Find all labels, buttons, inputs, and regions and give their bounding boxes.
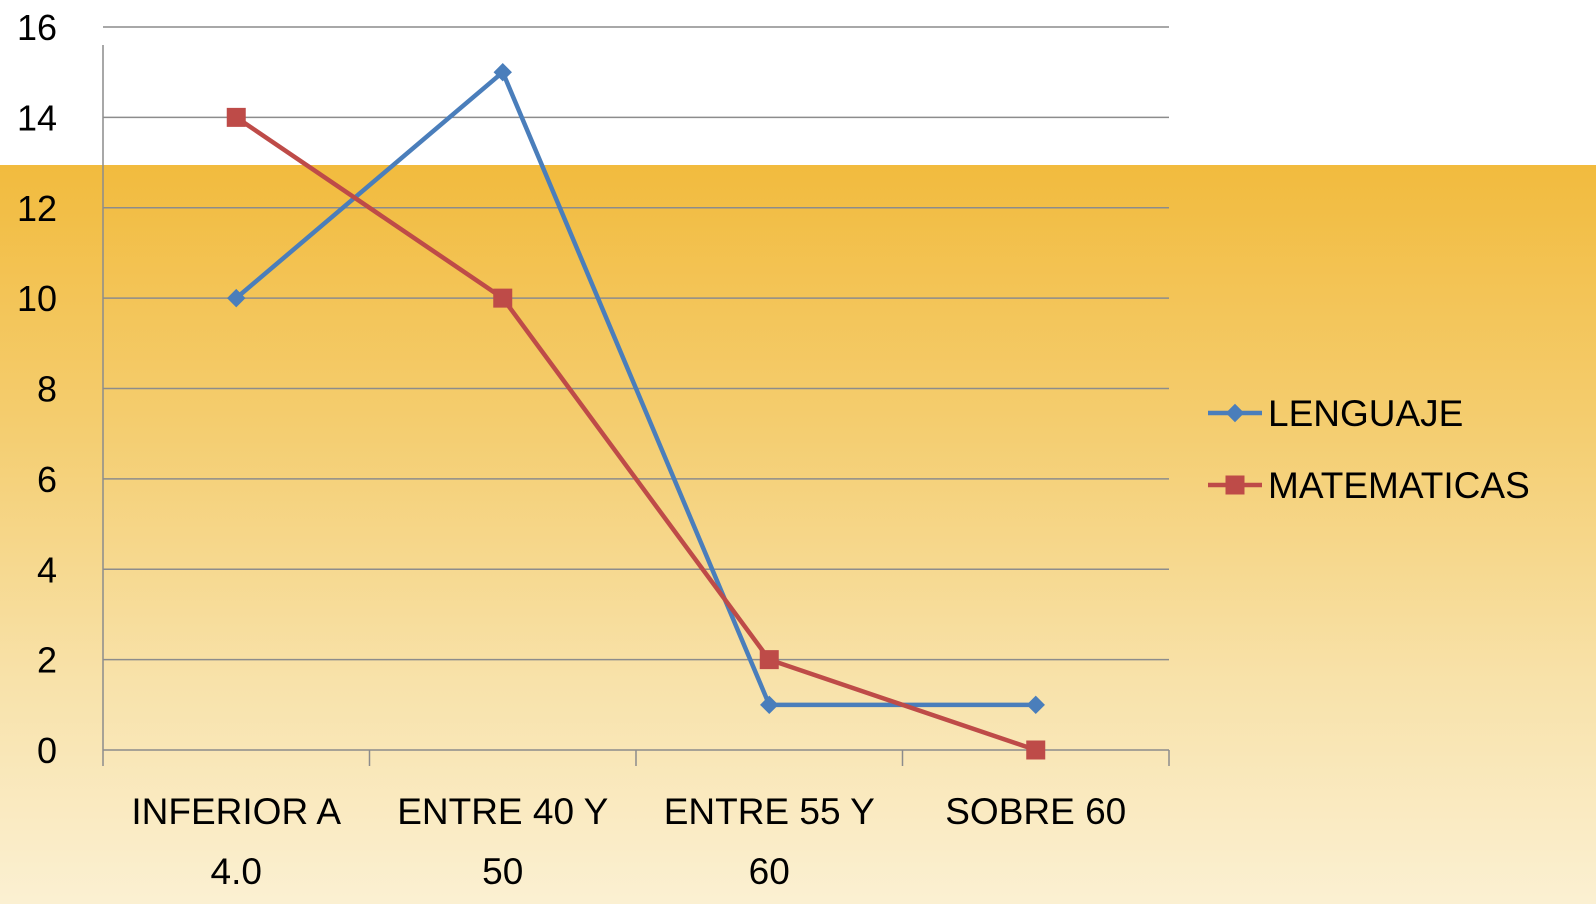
series-matematicas [226, 107, 1046, 760]
data-point [226, 107, 246, 127]
y-tick-label: 2 [37, 640, 57, 681]
background-band [0, 165, 1596, 904]
data-point [227, 288, 246, 308]
x-tick-label: SOBRE 60 [945, 791, 1126, 832]
data-point [759, 650, 779, 670]
x-tick-label: 50 [482, 851, 523, 892]
x-axis-ticks: INFERIOR A 4.0 ENTRE 40 Y 50 ENTRE 55 Y 60 SOB… [131, 791, 1126, 892]
series-layer [226, 62, 1046, 760]
legend-label: LENGUAJE [1268, 393, 1463, 434]
data-point [1026, 740, 1046, 760]
x-tick-label: 60 [749, 851, 790, 892]
axes [102, 45, 1170, 766]
legend-item: MATEMATICAS [1208, 465, 1530, 506]
y-tick-label: 0 [37, 730, 57, 771]
legend-marker [1225, 475, 1245, 495]
data-point [493, 62, 512, 82]
series-line [234, 115, 1037, 753]
y-tick-label: 16 [17, 7, 57, 48]
data-point [760, 695, 779, 715]
legend-label: MATEMATICAS [1268, 465, 1530, 506]
legend-marker [1225, 403, 1245, 423]
x-tick-label: INFERIOR A [131, 791, 341, 832]
x-tick-label: ENTRE 40 Y [397, 791, 608, 832]
y-tick-label: 8 [37, 369, 57, 410]
y-tick-label: 10 [17, 278, 57, 319]
legend-item: LENGUAJE [1208, 393, 1463, 434]
y-axis-ticks: 0 2 4 6 8 10 12 14 16 [17, 7, 57, 771]
legend: LENGUAJE MATEMATICAS [1208, 393, 1530, 506]
x-tick-label: 4.0 [211, 851, 262, 892]
data-point [1026, 695, 1045, 715]
y-tick-label: 4 [37, 549, 57, 590]
y-tick-label: 6 [37, 459, 57, 500]
gridlines [103, 26, 1169, 661]
data-point [493, 288, 513, 308]
x-tick-label: ENTRE 55 Y [664, 791, 875, 832]
y-tick-label: 14 [17, 97, 57, 138]
y-tick-label: 12 [17, 188, 57, 229]
